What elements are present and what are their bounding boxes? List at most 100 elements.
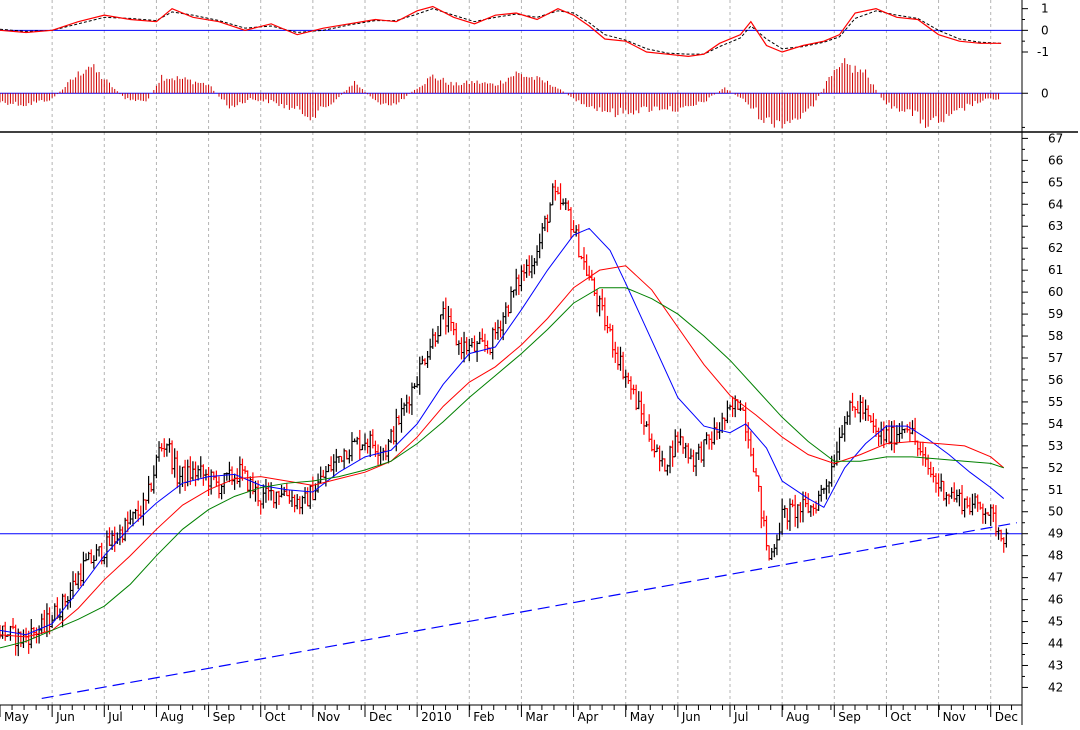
- ohlc-bar: [605, 315, 610, 334]
- moving-average-3: [0, 287, 1004, 649]
- osc-y-tick-label: 1: [1041, 2, 1049, 16]
- moving-average-2: [0, 265, 1005, 638]
- price-y-tick-label: 57: [1048, 351, 1063, 365]
- ohlc-bar: [193, 461, 198, 487]
- ohlc-bar: [300, 495, 305, 515]
- ohlc-bar: [490, 327, 495, 360]
- price-y-tick-label: 66: [1048, 153, 1063, 167]
- ohlc-bar: [443, 297, 448, 335]
- ohlc-bar: [104, 530, 109, 568]
- ohlc-bar: [918, 442, 923, 456]
- ohlc-bar: [0, 625, 2, 639]
- ohlc-bar: [790, 499, 795, 508]
- ohlc-bar: [540, 223, 545, 250]
- ohlc-bar: [688, 448, 693, 460]
- ohlc-bar: [316, 473, 321, 493]
- ohlc-bar: [837, 427, 842, 461]
- ohlc-bar: [477, 331, 482, 345]
- ohlc-bar: [537, 233, 542, 259]
- ohlc-bar: [892, 420, 897, 453]
- ohlc-bar: [756, 475, 761, 492]
- price-y-tick-label: 55: [1048, 395, 1063, 409]
- ohlc-bar: [363, 433, 367, 451]
- ohlc-bar: [13, 624, 18, 656]
- price-y-tick-label: 67: [1048, 131, 1063, 145]
- price-layer: [0, 179, 1022, 700]
- ohlc-bar: [939, 473, 944, 492]
- ohlc-bar: [274, 491, 279, 509]
- ohlc-bar: [514, 268, 519, 296]
- osc-signal-line: [0, 8, 1002, 55]
- ohlc-bar: [94, 544, 99, 561]
- ohlc-bar: [454, 322, 459, 346]
- ohlc-bar: [795, 504, 800, 529]
- ohlc-bar: [722, 417, 727, 430]
- price-y-tick-label: 54: [1048, 417, 1063, 431]
- ohlc-bar: [730, 396, 735, 418]
- ohlc-bar: [430, 328, 435, 349]
- ohlc-bar: [336, 455, 341, 463]
- ohlc-bar: [112, 526, 117, 552]
- ohlc-bar: [699, 441, 704, 463]
- ohlc-bar: [725, 400, 730, 424]
- ohlc-bar: [965, 496, 970, 509]
- ohlc-bar: [464, 337, 469, 355]
- ohlc-bar: [785, 508, 790, 530]
- ohlc-bar: [198, 456, 203, 478]
- ohlc-bar: [227, 461, 232, 483]
- ohlc-bar: [287, 490, 292, 504]
- ohlc-bar: [636, 391, 641, 410]
- ohlc-bar: [576, 224, 581, 258]
- ohlc-bar: [422, 358, 427, 366]
- x-tick-label: Oct: [265, 710, 286, 724]
- ohlc-bar: [196, 465, 201, 481]
- ohlc-bar: [271, 490, 276, 508]
- ohlc-bar: [436, 325, 440, 344]
- ohlc-bar: [923, 447, 928, 467]
- ohlc-bar: [1004, 528, 1009, 548]
- ohlc-bar: [960, 485, 965, 515]
- x-tick-label: Dec: [369, 710, 392, 724]
- ohlc-bar: [978, 501, 983, 510]
- ohlc-bar: [357, 429, 362, 460]
- ohlc-bar: [237, 456, 242, 488]
- ohlc-bar: [451, 321, 456, 336]
- price-y-tick-label: 61: [1048, 263, 1063, 277]
- ohlc-bar: [863, 399, 868, 421]
- ohlc-bar: [243, 466, 248, 474]
- ohlc-bar: [662, 458, 667, 472]
- ohlc-bar: [480, 328, 485, 342]
- ohlc-bar: [81, 551, 86, 586]
- ohlc-bar: [845, 411, 850, 425]
- ohlc-bar: [999, 529, 1004, 542]
- ohlc-bar: [516, 274, 521, 295]
- price-y-tick-label: 62: [1048, 241, 1063, 255]
- ohlc-bar: [944, 492, 949, 507]
- ohlc-bar: [780, 498, 785, 535]
- ohlc-bar: [558, 183, 563, 210]
- ohlc-bar: [263, 478, 268, 503]
- ohlc-bar: [545, 214, 550, 233]
- ohlc-bar: [787, 498, 792, 531]
- ohlc-bar: [78, 563, 83, 587]
- ohlc-bar: [305, 487, 310, 507]
- ohlc-bar: [621, 351, 626, 380]
- price-y-tick-label: 58: [1048, 329, 1063, 343]
- ohlc-bar: [128, 509, 133, 525]
- ohlc-bar: [649, 433, 654, 452]
- ohlc-bar: [701, 439, 706, 467]
- ohlc-bar: [485, 340, 490, 354]
- ohlc-bar: [777, 522, 782, 541]
- ohlc-bar: [613, 341, 618, 363]
- ohlc-bar: [936, 473, 941, 497]
- ohlc-bar: [232, 473, 237, 490]
- x-tick-label: Nov: [317, 710, 340, 724]
- ohlc-bar: [860, 397, 865, 420]
- ohlc-bar: [355, 436, 360, 445]
- ohlc-bar: [498, 320, 503, 338]
- ohlc-bar: [334, 448, 339, 472]
- ohlc-bar: [542, 215, 547, 232]
- ohlc-bar: [86, 551, 91, 561]
